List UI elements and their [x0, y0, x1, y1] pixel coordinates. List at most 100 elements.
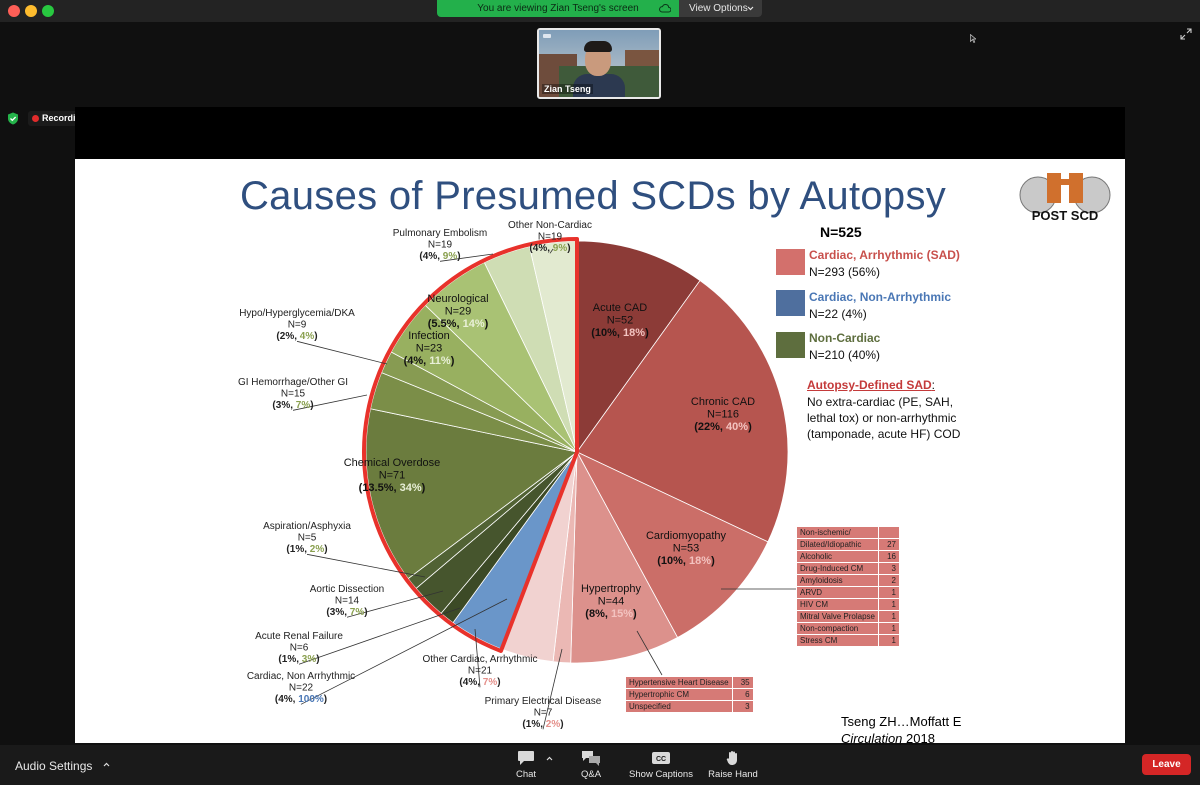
recording-dot-icon [32, 115, 39, 122]
slice-label-pulmonary-embolism: Pulmonary Embolism [393, 228, 487, 239]
slice-percent-total: (10%, [591, 327, 623, 339]
slice-percent-close: ) [422, 482, 426, 494]
slice-percent-close: ) [316, 654, 319, 665]
table-cell-label: Mitral Valve Prolapse [796, 610, 879, 623]
show-captions-button[interactable]: CC Show Captions [626, 750, 696, 780]
table-row: HIV CM 1 [796, 598, 900, 611]
close-window-button[interactable] [8, 5, 20, 17]
pie-slice-chemical-overdose [365, 408, 578, 580]
leader-line-pulmonary-embolism [439, 253, 494, 262]
slice-percent-hypo-hyperglycemia-dka: (2%, 4%) [276, 331, 317, 342]
screen-share-banner-text: You are viewing Zian Tseng's screen [477, 3, 639, 14]
table-cell-label: Amyloidosis [796, 574, 879, 587]
slice-percent-close: ) [314, 331, 317, 342]
qa-button[interactable]: Q&A [575, 750, 607, 780]
citation-journal: Circulation 2018 [841, 731, 935, 743]
slice-count-gi-hemorrhage-other-gi: N=15 [281, 389, 306, 400]
captions-badge: CC [656, 756, 666, 763]
slice-percent-group: 4% [300, 331, 315, 342]
slice-label-hypertrophy: Hypertrophy [581, 583, 641, 595]
pie-slice-hypertrophy [570, 450, 679, 664]
slice-percent-total: (8%, [585, 608, 611, 620]
chevron-up-icon[interactable] [103, 761, 110, 768]
slice-percent-close: ) [497, 677, 500, 688]
slice-percent-chemical-overdose: (13.5%, 34%) [359, 482, 426, 494]
slice-percent-hypertrophy: (8%, 15%) [585, 608, 637, 620]
leader-line-aspiration-asphyxia [306, 553, 426, 578]
minimize-window-button[interactable] [25, 5, 37, 17]
slice-count-pulmonary-embolism: N=19 [428, 240, 453, 251]
slice-label-aspiration-asphyxia: Aspiration/Asphyxia [263, 521, 351, 532]
slice-percent-close: ) [645, 327, 649, 339]
table-cell-label: Hypertrophic CM [625, 688, 733, 701]
slice-count-cardiomyopathy: N=53 [673, 543, 700, 555]
leave-meeting-button[interactable]: Leave [1142, 754, 1191, 775]
chat-button[interactable]: Chat [508, 750, 544, 780]
video-logo [543, 34, 551, 38]
slice-percent-close: ) [567, 243, 570, 254]
slice-label-cardiac-non-arrhythmic: Cardiac, Non Arrhythmic [247, 671, 355, 682]
slice-label-chronic-cad: Chronic CAD [691, 396, 755, 408]
raise-hand-button[interactable]: Raise Hand [706, 750, 760, 780]
title-bar: You are viewing Zian Tseng's screen View… [0, 0, 1200, 22]
slice-label-aortic-dissection: Aortic Dissection [310, 584, 384, 595]
table-row: Unspecified 3 [625, 700, 754, 713]
slice-percent-neurological: (5.5%, 14%) [428, 318, 489, 330]
fullscreen-icon[interactable] [1180, 28, 1192, 40]
slice-percent-total: (5.5%, [428, 318, 463, 330]
table-row: Amyloidosis 2 [796, 574, 900, 587]
leader-line-cardiac-non-arrhythmic [300, 598, 508, 705]
slice-count-neurological: N=29 [445, 306, 472, 318]
slice-percent-total: (3%, [326, 607, 349, 618]
table-cell-value: 35 [731, 676, 754, 689]
total-count: N=525 [820, 224, 862, 240]
slice-percent-close: ) [324, 544, 327, 555]
slice-count-hypertrophy: N=44 [598, 596, 625, 608]
leader-line-hypo-hyperglycemia-dka [296, 340, 388, 365]
slice-percent-group: 18% [623, 327, 645, 339]
slice-label-cardiomyopathy: Cardiomyopathy [646, 530, 727, 542]
audio-settings-button[interactable]: Audio Settings [15, 759, 93, 773]
slice-label-other-non-cardiac: Other Non-Cardiac [508, 220, 592, 231]
sad-definition-title: Autopsy-Defined SAD: [807, 378, 935, 392]
leader-line-other-non-cardiac [549, 248, 554, 254]
slice-percent-other-non-cardiac: (4%, 9%) [529, 243, 570, 254]
slice-percent-group: 9% [553, 243, 568, 254]
table-row: Drug-Induced CM 3 [796, 562, 900, 575]
table-row: Non-ischemic/ [796, 526, 900, 539]
sad-outline [362, 237, 579, 653]
slice-percent-total: (4%, [529, 243, 552, 254]
zoom-window-button[interactable] [42, 5, 54, 17]
view-options-button[interactable]: View Options [679, 0, 762, 17]
slice-percent-group: 40% [726, 421, 748, 433]
legend-swatch-non-arrhythmic [776, 290, 805, 316]
slice-percent-group: 15% [611, 608, 633, 620]
leader-line-hypertrophy-table [636, 630, 663, 676]
meeting-controls-bar: Audio Settings Chat Q&A CC Show Captions… [0, 745, 1200, 785]
table-cell-label: Drug-Induced CM [796, 562, 879, 575]
legend-title-arrhythmic: Cardiac, Arrhythmic (SAD) [809, 248, 960, 262]
chevron-up-icon[interactable] [546, 755, 553, 762]
table-cell-value: 2 [878, 574, 900, 587]
citation-authors: Tseng ZH…Moffatt E [841, 714, 962, 729]
table-cell-label: Hypertensive Heart Disease [625, 676, 733, 689]
participant-video-tile[interactable]: Zian Tseng [537, 28, 661, 99]
slice-count-acute-renal-failure: N=6 [290, 643, 309, 654]
slice-percent-pulmonary-embolism: (4%, 9%) [419, 251, 460, 262]
slice-label-gi-hemorrhage-other-gi: GI Hemorrhage/Other GI [238, 377, 348, 388]
presentation-slide: Causes of Presumed SCDs by Autopsy POST … [75, 159, 1125, 743]
slice-percent-group: 7% [296, 400, 311, 411]
raise-hand-label: Raise Hand [708, 769, 758, 780]
slice-percent-group: 34% [400, 482, 422, 494]
shield-check-icon[interactable] [7, 112, 19, 125]
slice-percent-total: (4%, [404, 355, 430, 367]
table-cell-label: ARVD [796, 586, 879, 599]
table-cell-label: Unspecified [625, 700, 733, 713]
slice-percent-cardiac-non-arrhythmic: (4%, 100%) [275, 694, 327, 705]
recording-label: Recording [42, 113, 87, 123]
screen-share-banner: You are viewing Zian Tseng's screen [437, 0, 679, 17]
slice-percent-other-cardiac-arrhythmic: (4%, 7%) [459, 677, 500, 688]
table-cell-value: 1 [878, 598, 900, 611]
slice-percent-total: (22%, [694, 421, 726, 433]
slice-percent-group: 11% [429, 355, 451, 367]
